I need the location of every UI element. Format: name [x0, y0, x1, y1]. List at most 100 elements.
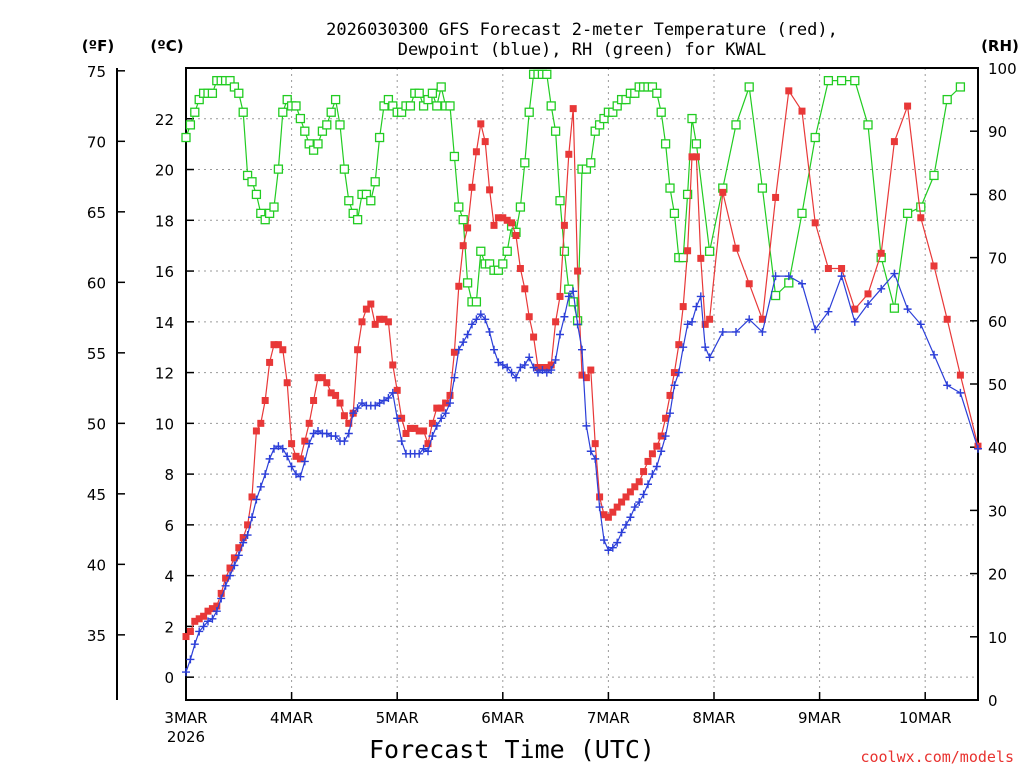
dewpoint-point — [221, 581, 230, 590]
dewpoint-point — [692, 302, 701, 311]
temperature-point — [204, 607, 212, 615]
rh-point — [682, 189, 693, 200]
dewpoint-point — [630, 503, 639, 512]
temperature-point — [274, 341, 282, 349]
dewpoint-point — [626, 513, 635, 522]
temperature-point — [442, 399, 450, 407]
temperature-point — [956, 371, 964, 379]
dewpoint-point — [278, 444, 287, 453]
rh-point — [757, 183, 768, 193]
dewpoint-point — [591, 454, 600, 463]
dewpoint-point — [243, 531, 252, 540]
dewpoint-point — [490, 345, 499, 354]
dewpoint-point — [415, 449, 424, 458]
dewpoint-point — [269, 444, 278, 453]
temperature-point — [213, 602, 221, 610]
rh-point — [278, 107, 288, 117]
temperature-point — [244, 521, 252, 529]
dewpoint-point — [309, 429, 318, 438]
date-tick-label: 6MAR — [481, 709, 524, 727]
temperature-point — [719, 188, 727, 196]
dewpoint-point — [525, 353, 534, 362]
temperature-point — [402, 429, 410, 437]
rh-tick-label: 30 — [988, 502, 1007, 520]
rh-point — [476, 246, 486, 256]
temperature-point — [424, 440, 432, 448]
rh-point — [330, 94, 341, 105]
dewpoint-point — [551, 355, 560, 364]
dewpoint-point — [375, 399, 384, 408]
dewpoint-point — [494, 358, 503, 367]
dewpoint-point — [441, 409, 450, 418]
temperature-point — [798, 107, 806, 115]
chart-title-line-2: Dewpoint (blue), RH (green) for KWAL — [398, 40, 766, 60]
dewpoint-point — [665, 409, 674, 418]
temperature-point — [310, 396, 318, 404]
rh-tick-label: 40 — [988, 439, 1007, 457]
temperature-point — [393, 386, 401, 394]
dewpoint-point — [701, 343, 710, 352]
temperature-point — [340, 412, 348, 420]
temperature-point — [666, 391, 674, 399]
dewpoint-point — [265, 454, 274, 463]
fahrenheit-ticks: 35 40 45 50 55 60 65 70 75 — [87, 63, 125, 645]
temperature-point — [420, 427, 428, 435]
temperature-point — [222, 574, 230, 582]
temperature-point — [930, 262, 938, 270]
dewpoint-point — [903, 305, 912, 314]
temperature-point — [582, 374, 590, 382]
rh-point — [251, 189, 262, 200]
temperature-point — [195, 615, 203, 623]
temperature-point — [662, 414, 670, 422]
temperature-point — [917, 214, 925, 222]
temperature-point — [618, 498, 626, 506]
rh-point — [432, 101, 442, 111]
rh-point — [520, 158, 530, 168]
dewpoint-point — [283, 452, 292, 461]
temperature-point — [596, 493, 604, 501]
fahrenheit-tick-label: 40 — [87, 556, 106, 574]
dewpoint-point — [564, 292, 573, 301]
celsius-tick-label: 12 — [155, 365, 174, 383]
dewpoint-point — [613, 538, 622, 547]
temperature-point — [547, 361, 555, 369]
dewpoint-point — [916, 320, 925, 329]
temperature-point — [380, 315, 388, 323]
date-tick-label: 8MAR — [692, 709, 735, 727]
dewpoint-point — [248, 513, 256, 522]
temperature-point — [490, 221, 498, 229]
dewpoint-point — [674, 368, 683, 377]
dewpoint-point — [573, 320, 582, 329]
dewpoint-point — [943, 381, 952, 390]
temperature-point — [648, 450, 656, 458]
dewpoint-point — [542, 368, 551, 377]
temperature-point — [604, 513, 612, 521]
dewpoint-point — [472, 315, 481, 324]
dewpoint-point — [560, 312, 569, 321]
rh-point — [339, 164, 350, 174]
dewpoint-point — [432, 421, 441, 430]
temperature-point — [398, 414, 406, 422]
rh-point — [405, 101, 416, 111]
temperature-point — [890, 138, 898, 146]
temperature-point — [411, 424, 419, 432]
dewpoint-point — [578, 345, 586, 354]
rh-point — [181, 132, 191, 143]
temperature-point — [552, 318, 560, 326]
rh-point — [498, 259, 508, 269]
temperature-point — [292, 452, 300, 460]
temperature-point — [824, 265, 832, 273]
rh-point — [665, 183, 675, 193]
temperature-point — [406, 424, 414, 432]
dewpoint-point — [956, 388, 965, 397]
rh-point — [515, 202, 526, 212]
dewpoint-point — [203, 617, 212, 626]
temperature-point — [446, 391, 454, 399]
rh-point — [462, 278, 473, 288]
dewpoint-point — [811, 325, 820, 334]
dewpoint-point — [670, 381, 679, 390]
temperature-point — [732, 244, 740, 252]
dewpoint-point — [344, 429, 353, 438]
celsius-unit-label: (ºC) — [150, 37, 183, 55]
